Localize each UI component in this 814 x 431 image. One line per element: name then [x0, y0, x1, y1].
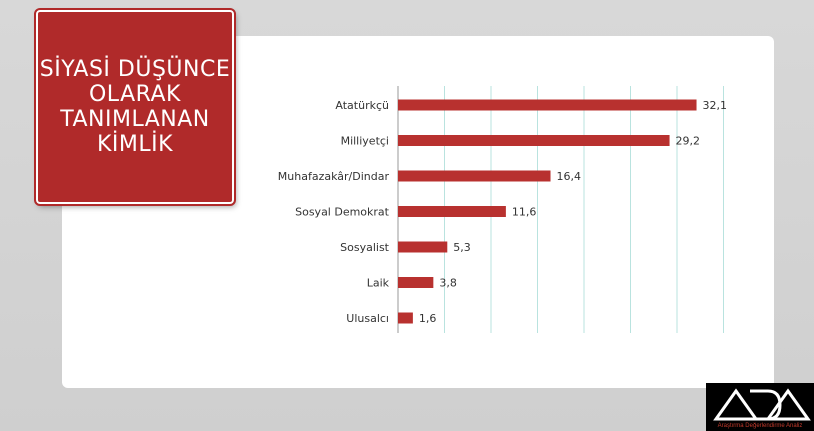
bar — [398, 241, 448, 253]
bar — [398, 312, 413, 324]
data-label: 16,4 — [557, 170, 582, 183]
title-box: SİYASİ DÜŞÜNCE OLARAK TANIMLANAN KİMLİK — [34, 8, 236, 206]
data-label: 3,8 — [439, 277, 457, 290]
bar — [398, 170, 551, 182]
data-label: 1,6 — [419, 312, 437, 325]
category-label: Laik — [367, 277, 390, 290]
bar — [398, 135, 670, 146]
category-label: Sosyalist — [340, 241, 390, 254]
category-label: Atatürkçü — [335, 99, 389, 112]
data-label: 11,6 — [512, 206, 537, 219]
category-label: Muhafazakâr/Dindar — [278, 170, 390, 183]
data-label: 5,3 — [453, 241, 471, 254]
category-label: Ulusalcı — [346, 312, 389, 325]
data-label: 32,1 — [703, 99, 728, 112]
logo-subtitle: Araştırma Değerlendirme Analiz — [717, 423, 803, 429]
chart-title: SİYASİ DÜŞÜNCE OLARAK TANIMLANAN KİMLİK — [39, 57, 231, 157]
data-label: 29,2 — [676, 135, 701, 148]
category-label: Milliyetçi — [341, 135, 389, 148]
ada-logo-icon — [713, 388, 811, 421]
bar — [398, 99, 697, 111]
bar — [398, 206, 506, 217]
category-label: Sosyal Demokrat — [295, 206, 390, 219]
ada-logo: Araştırma Değerlendirme Analiz — [706, 383, 814, 431]
bar — [398, 277, 434, 288]
